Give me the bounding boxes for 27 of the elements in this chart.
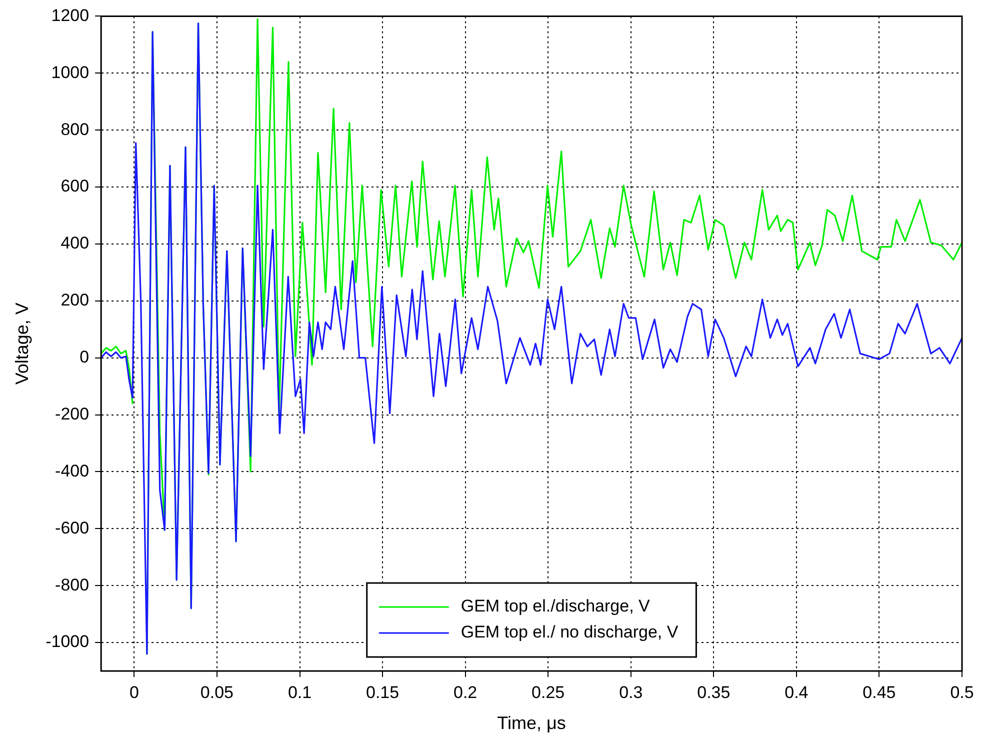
- y-axis-title: Voltage, V: [12, 302, 32, 385]
- x-tick-label: 0.25: [532, 682, 565, 702]
- legend-label: GEM top el./discharge, V: [460, 596, 651, 616]
- y-tick-label: 200: [60, 290, 90, 310]
- legend-label: GEM top el./ no discharge, V: [460, 622, 679, 642]
- y-tick-label: -1000: [46, 632, 90, 652]
- y-tick-label: 800: [60, 120, 90, 139]
- y-tick-label: -200: [55, 404, 90, 424]
- y-tick-label: -600: [55, 518, 90, 538]
- y-tick-label: 1200: [51, 6, 90, 25]
- x-tick-label: 0.1: [288, 682, 312, 702]
- x-tick-label: 0.15: [366, 682, 400, 702]
- x-tick-label: 0.3: [619, 682, 643, 702]
- y-tick-label: 0: [80, 348, 90, 367]
- x-tick-label: 0: [129, 682, 139, 702]
- y-tick-label: 600: [60, 176, 90, 196]
- y-tick-label: -400: [55, 461, 90, 480]
- x-tick-label: 0.35: [697, 682, 730, 702]
- x-tick-label: 0.45: [862, 682, 896, 702]
- x-tick-label: 0.2: [453, 682, 478, 702]
- y-tick-label: 1000: [51, 62, 90, 82]
- x-tick-label: 0.4: [784, 682, 808, 702]
- x-tick-label: 0.5: [950, 682, 974, 702]
- x-axis-title: Time, μs: [497, 713, 566, 734]
- y-tick-label: 400: [60, 234, 90, 253]
- y-tick-label: -800: [55, 575, 90, 594]
- x-tick-label: 0.05: [200, 682, 234, 702]
